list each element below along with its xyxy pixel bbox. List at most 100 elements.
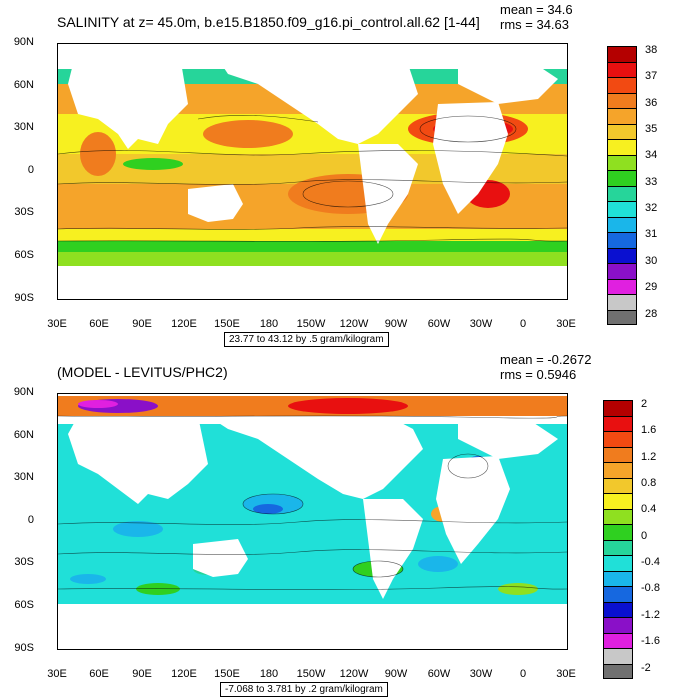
xtick: 120W — [339, 318, 369, 330]
colorbar-swatch — [607, 185, 637, 201]
australia-land — [188, 184, 243, 222]
difference-panel: (MODEL - LEVITUS/PHC2) mean = -0.2672 rm… — [0, 350, 700, 700]
colorbar-swatch — [607, 77, 637, 93]
colorbar-label: 38 — [645, 44, 658, 56]
colorbar-label: 32 — [645, 202, 658, 215]
colorbar-label: 33 — [645, 175, 658, 188]
colorbar-swatch — [607, 201, 637, 217]
colorbar — [607, 46, 637, 325]
antarctica-land — [58, 269, 567, 299]
colorbar-swatch — [603, 477, 633, 493]
africa-land — [436, 456, 510, 564]
ytick: 90S — [14, 292, 34, 304]
xtick: 150E — [214, 668, 240, 680]
australia-land — [193, 539, 248, 577]
ytick: 30S — [14, 556, 34, 568]
arabian-sea-high — [80, 132, 116, 176]
colorbar-label: 31 — [645, 228, 658, 241]
xtick: 90E — [132, 668, 152, 680]
xtick: 30E — [47, 668, 67, 680]
north-america-land — [208, 416, 423, 499]
asia-land — [68, 44, 188, 149]
ytick: 60S — [14, 599, 34, 611]
north-america-land — [208, 44, 418, 144]
difference-map-svg — [58, 394, 567, 649]
colorbar-swatch — [603, 663, 633, 679]
colorbar-swatch — [603, 539, 633, 555]
xtick: 60E — [89, 668, 109, 680]
xtick: 90W — [384, 318, 408, 330]
xtick: 60W — [427, 318, 451, 330]
colorbar-swatch — [603, 632, 633, 648]
ytick: 90N — [13, 386, 34, 398]
xtick: 150W — [296, 318, 326, 330]
colorbar-swatch — [607, 309, 637, 325]
xtick: 90E — [132, 318, 152, 330]
contour-range-label: -7.068 to 3.781 by .2 gram/kilogram — [220, 682, 388, 697]
ytick: 90S — [14, 642, 34, 654]
ytick: 0 — [27, 164, 34, 176]
rms-value: rms = 0.5946 — [500, 367, 577, 382]
colorbar-swatch — [607, 154, 637, 170]
colorbar-swatch — [607, 278, 637, 294]
colorbar-label: 1.2 — [641, 450, 657, 463]
colorbar-label: 1.6 — [641, 424, 657, 437]
rms-value: rms = 34.63 — [500, 17, 570, 32]
europe-land — [458, 419, 558, 459]
difference-map — [57, 393, 568, 650]
colorbar-label: 0.4 — [641, 503, 657, 516]
ytick: 60S — [14, 249, 34, 261]
xtick: 150W — [296, 668, 326, 680]
colorbar-swatch — [603, 648, 633, 664]
africa-land — [433, 102, 508, 214]
xtick: 30E — [47, 318, 67, 330]
xtick: 30W — [469, 318, 493, 330]
xtick: 30E — [556, 668, 576, 680]
colorbar-swatch — [607, 216, 637, 232]
colorbar-swatch — [607, 92, 637, 108]
colorbar-label: 0.8 — [641, 477, 657, 490]
xtick: 180 — [259, 318, 279, 330]
colorbar-swatch — [603, 586, 633, 602]
colorbar-swatch — [603, 415, 633, 431]
xtick: 0 — [519, 318, 527, 330]
colorbar-label: 0 — [641, 529, 648, 542]
panel-title: (MODEL - LEVITUS/PHC2) — [57, 364, 228, 380]
colorbar-swatch — [607, 232, 637, 248]
colorbar-swatch — [603, 570, 633, 586]
xtick: 150E — [214, 318, 240, 330]
colorbar-swatch — [603, 508, 633, 524]
colorbar-swatch — [603, 555, 633, 571]
colorbar-label: -0.4 — [641, 556, 660, 569]
ytick: 90N — [13, 36, 34, 48]
xtick: 60W — [427, 668, 451, 680]
colorbar-label: 34 — [645, 149, 658, 162]
colorbar-swatch — [603, 601, 633, 617]
colorbar-label: -2 — [641, 661, 651, 674]
ytick: 30N — [13, 471, 34, 483]
colorbar-label: -0.8 — [641, 582, 660, 595]
xtick: 0 — [519, 668, 527, 680]
colorbar-swatch — [607, 46, 637, 62]
colorbar-label: 30 — [645, 254, 658, 267]
xtick: 120E — [171, 318, 197, 330]
colorbar-swatch — [603, 400, 633, 416]
colorbar-swatch — [603, 493, 633, 509]
ytick: 30N — [13, 121, 34, 133]
colorbar-label: -1.2 — [641, 608, 660, 621]
colorbar-label: 2 — [641, 398, 648, 410]
colorbar-label: 37 — [645, 70, 658, 83]
colorbar-swatch — [607, 247, 637, 263]
colorbar-swatch — [603, 524, 633, 540]
ytick: 30S — [14, 206, 34, 218]
colorbar-swatch — [607, 263, 637, 279]
xtick: 180 — [259, 668, 279, 680]
salinity-map-svg — [58, 44, 567, 299]
mean-value: mean = 34.6 — [500, 2, 573, 17]
south-america-land — [358, 144, 418, 244]
colorbar-swatch — [607, 61, 637, 77]
colorbar-swatch — [607, 170, 637, 186]
colorbar-swatch — [603, 446, 633, 462]
colorbar-swatch — [603, 462, 633, 478]
colorbar-label: 36 — [645, 96, 658, 109]
